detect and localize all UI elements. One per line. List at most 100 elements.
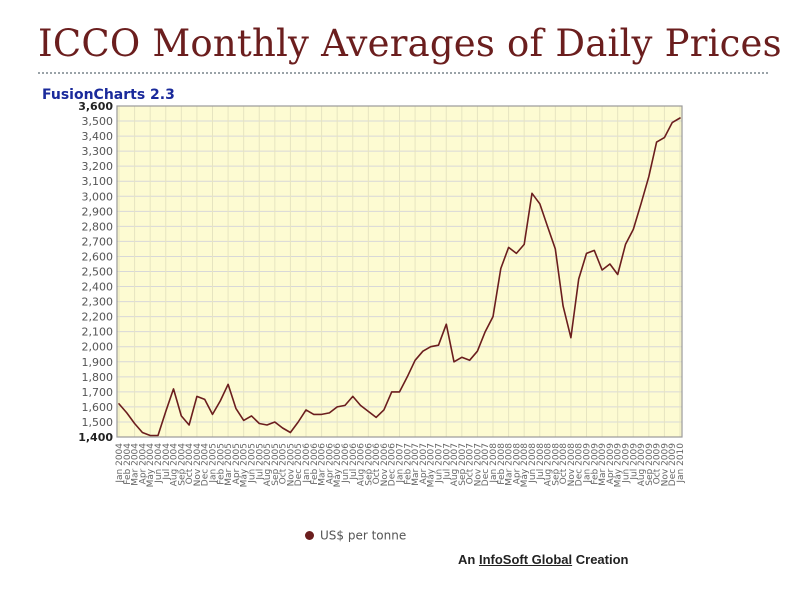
x-tick-label: Aug 2007 bbox=[450, 443, 460, 486]
title-divider bbox=[38, 72, 768, 74]
x-tick-label: Jan 2004 bbox=[115, 443, 125, 484]
x-tick-label: Jan 2009 bbox=[583, 443, 593, 484]
fusioncharts-brand-label[interactable]: FusionCharts 2.3 bbox=[42, 87, 175, 103]
x-tick-label: May 2007 bbox=[427, 443, 437, 487]
x-tick-label: Nov 2009 bbox=[660, 443, 670, 487]
x-tick-label: Nov 2005 bbox=[286, 443, 296, 486]
y-tick-label: 2,200 bbox=[82, 311, 114, 324]
x-tick-label: Oct 2005 bbox=[279, 443, 289, 484]
x-tick-label: Mar 2009 bbox=[598, 443, 608, 486]
x-tick-label: Aug 2005 bbox=[263, 443, 273, 486]
y-tick-label: 2,900 bbox=[82, 205, 114, 218]
x-tick-label: Dec 2008 bbox=[575, 443, 585, 486]
x-tick-label: Nov 2007 bbox=[473, 443, 483, 486]
x-tick-label: Oct 2004 bbox=[185, 443, 195, 485]
y-tick-label: 1,700 bbox=[82, 386, 114, 399]
chart-title: ICCO Monthly Averages of Daily Prices bbox=[38, 22, 782, 65]
x-tick-label: Jan 2010 bbox=[676, 443, 686, 484]
x-tick-label: Apr 2005 bbox=[232, 443, 242, 484]
credit-suffix: Creation bbox=[575, 552, 629, 567]
y-tick-label: 3,500 bbox=[82, 115, 114, 128]
x-tick-label: Jun 2006 bbox=[341, 443, 351, 484]
x-tick-label: Apr 2006 bbox=[325, 443, 335, 485]
x-tick-label: Mar 2006 bbox=[318, 443, 328, 486]
y-tick-label: 2,800 bbox=[82, 220, 114, 233]
x-tick-label: Sep 2009 bbox=[645, 443, 655, 486]
x-tick-label: Jan 2008 bbox=[489, 443, 499, 484]
x-tick-label: Dec 2004 bbox=[201, 443, 211, 486]
x-tick-label: Oct 2008 bbox=[559, 443, 569, 485]
x-tick-label: Dec 2006 bbox=[388, 443, 398, 486]
series-line bbox=[118, 117, 681, 437]
y-tick-label: 3,200 bbox=[82, 160, 114, 173]
x-tick-label: May 2006 bbox=[333, 443, 343, 488]
credit-prefix: An bbox=[458, 552, 476, 567]
x-tick-label: Mar 2005 bbox=[224, 443, 234, 486]
y-tick-label: 2,700 bbox=[82, 235, 114, 248]
x-tick-label: Feb 2009 bbox=[590, 443, 600, 485]
x-tick-label: Jan 2005 bbox=[209, 443, 219, 484]
x-tick-label: Feb 2006 bbox=[310, 443, 320, 485]
legend-label: US$ per tonne bbox=[320, 528, 407, 543]
y-tick-label: 3,000 bbox=[82, 190, 114, 203]
x-tick-label: Sep 2007 bbox=[458, 443, 468, 486]
x-tick-label: Aug 2009 bbox=[637, 443, 647, 487]
x-tick-label: Jun 2005 bbox=[247, 443, 257, 484]
y-tick-label: 1,400 bbox=[78, 431, 113, 444]
x-tick-label: Feb 2005 bbox=[216, 443, 226, 485]
y-tick-label: 3,100 bbox=[82, 175, 114, 188]
x-tick-label: May 2005 bbox=[240, 443, 250, 487]
x-tick-label: Jan 2007 bbox=[396, 443, 406, 484]
x-tick-label: Nov 2008 bbox=[567, 443, 577, 487]
x-tick-label: Aug 2006 bbox=[357, 443, 367, 487]
x-tick-label: Sep 2006 bbox=[364, 443, 374, 486]
y-tick-label: 2,600 bbox=[82, 250, 114, 263]
plot-border bbox=[116, 105, 683, 438]
x-tick-label: Jun 2004 bbox=[154, 443, 164, 484]
x-tick-label: Apr 2007 bbox=[419, 443, 429, 484]
x-tick-label: Apr 2008 bbox=[512, 443, 522, 485]
x-tick-label: Nov 2004 bbox=[193, 443, 203, 487]
x-tick-label: Jun 2007 bbox=[434, 443, 444, 484]
y-tick-label: 1,500 bbox=[82, 416, 114, 429]
x-tick-label: Oct 2006 bbox=[372, 443, 382, 485]
x-tick-label: Oct 2007 bbox=[466, 443, 476, 484]
x-tick-label: May 2008 bbox=[520, 443, 530, 488]
y-tick-label: 3,400 bbox=[82, 130, 114, 143]
x-tick-label: May 2004 bbox=[146, 443, 156, 488]
y-tick-label: 2,300 bbox=[82, 296, 114, 309]
x-tick-label: May 2009 bbox=[614, 443, 624, 488]
x-tick-label: Jul 2005 bbox=[255, 443, 265, 481]
x-tick-label: Jul 2008 bbox=[536, 443, 546, 481]
x-tick-label: Feb 2004 bbox=[123, 443, 133, 485]
y-tick-label: 3,300 bbox=[82, 145, 114, 158]
x-tick-label: Mar 2007 bbox=[411, 443, 421, 486]
x-tick-label: Aug 2004 bbox=[170, 443, 180, 487]
credit-line: An InfoSoft Global Creation bbox=[458, 552, 628, 567]
x-tick-label: Mar 2004 bbox=[131, 443, 141, 486]
x-tick-label: Jun 2008 bbox=[528, 443, 538, 484]
x-tick-label: Jul 2006 bbox=[349, 443, 359, 481]
infosoft-global-link[interactable]: InfoSoft Global bbox=[478, 552, 573, 567]
x-tick-label: Jul 2004 bbox=[162, 443, 172, 481]
x-tick-label: Sep 2004 bbox=[177, 443, 187, 486]
x-tick-label: Dec 2007 bbox=[481, 443, 491, 486]
x-tick-label: Feb 2008 bbox=[497, 443, 507, 485]
x-tick-label: Mar 2008 bbox=[505, 443, 515, 486]
x-tick-label: Jul 2009 bbox=[629, 443, 639, 481]
y-tick-label: 3,600 bbox=[78, 100, 113, 113]
y-tick-label: 1,800 bbox=[82, 371, 114, 384]
y-tick-label: 2,100 bbox=[82, 326, 114, 339]
x-tick-label: Dec 2005 bbox=[294, 443, 304, 486]
legend-marker bbox=[305, 531, 314, 540]
x-tick-label: Apr 2004 bbox=[138, 443, 148, 485]
y-tick-label: 1,600 bbox=[82, 401, 114, 414]
y-tick-label: 1,900 bbox=[82, 356, 114, 369]
y-tick-label: 2,500 bbox=[82, 266, 114, 279]
y-tick-label: 2,000 bbox=[82, 341, 114, 354]
chart-legend: US$ per tonne bbox=[305, 528, 406, 543]
x-tick-label: Aug 2008 bbox=[544, 443, 554, 487]
y-tick-label: 2,400 bbox=[82, 281, 114, 294]
x-tick-label: Sep 2008 bbox=[551, 443, 561, 486]
